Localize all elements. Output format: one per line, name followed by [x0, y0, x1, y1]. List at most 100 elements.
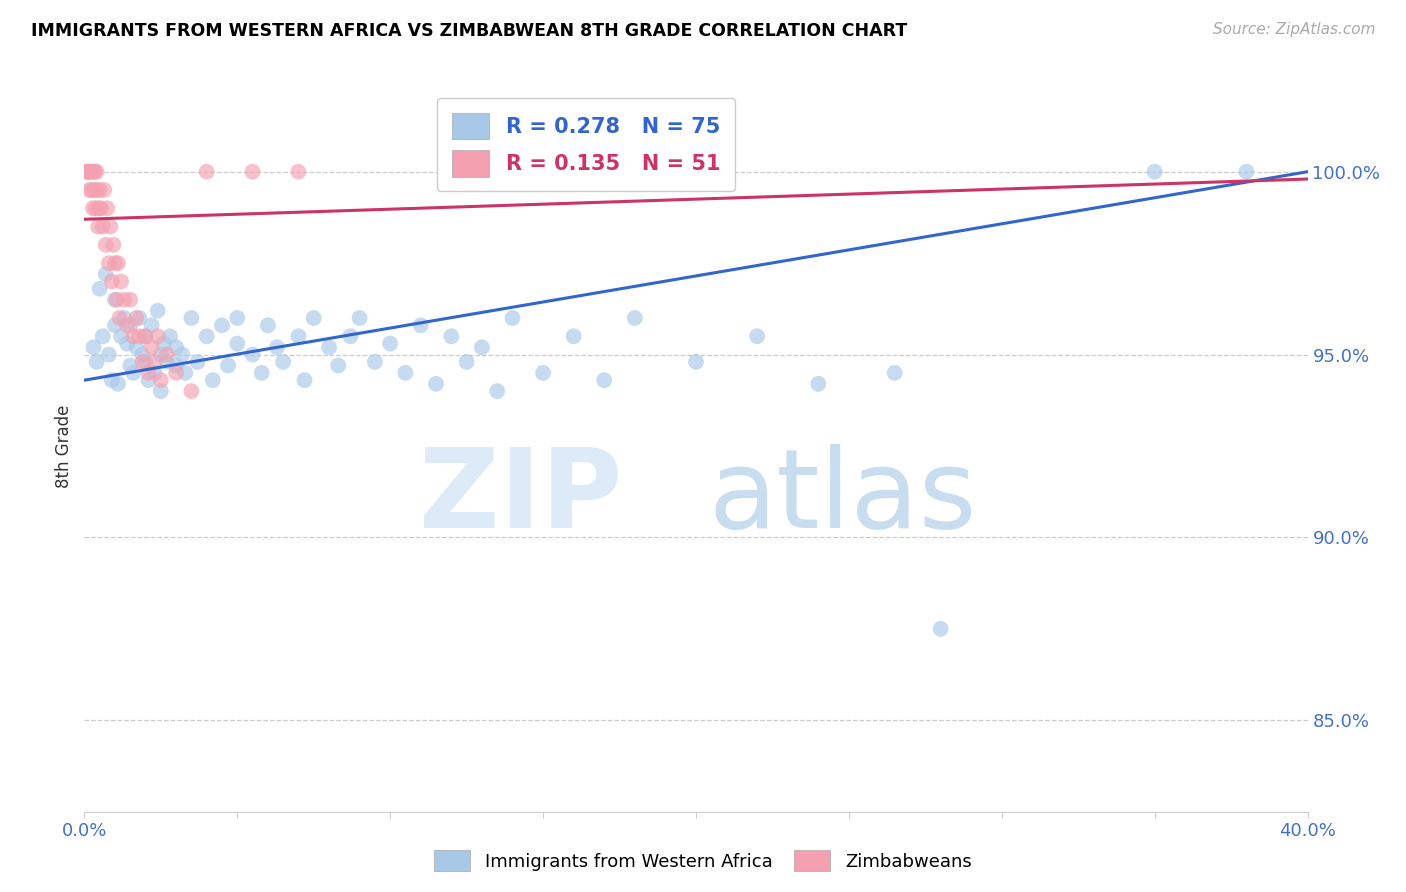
Point: [94, 267, 117, 281]
Point: [138, 366, 160, 380]
Point: [79, 164, 101, 178]
Text: Source: ZipAtlas.com: Source: ZipAtlas.com: [1212, 22, 1375, 37]
Point: [89, 282, 111, 296]
Point: [318, 340, 340, 354]
Point: [120, 318, 142, 333]
Point: [1236, 164, 1258, 178]
Point: [75, 164, 97, 178]
Point: [131, 347, 153, 361]
Point: [287, 164, 309, 178]
Point: [149, 347, 172, 361]
Point: [115, 336, 138, 351]
Point: [180, 310, 202, 325]
Point: [287, 329, 309, 343]
Point: [112, 310, 135, 325]
Text: IMMIGRANTS FROM WESTERN AFRICA VS ZIMBABWEAN 8TH GRADE CORRELATION CHART: IMMIGRANTS FROM WESTERN AFRICA VS ZIMBAB…: [31, 22, 907, 40]
Point: [86, 164, 108, 178]
Point: [226, 336, 249, 351]
Point: [125, 310, 148, 325]
Point: [486, 384, 509, 398]
Point: [105, 293, 128, 307]
Point: [294, 373, 316, 387]
Point: [122, 366, 145, 380]
Point: [195, 329, 218, 343]
Point: [531, 366, 554, 380]
Point: [141, 340, 163, 354]
Point: [456, 355, 478, 369]
Point: [107, 256, 129, 270]
Point: [112, 293, 135, 307]
Point: [97, 347, 120, 361]
Point: [131, 355, 153, 369]
Point: [128, 329, 150, 343]
Point: [146, 303, 169, 318]
Point: [135, 329, 157, 343]
Point: [217, 359, 239, 373]
Point: [394, 366, 416, 380]
Point: [80, 183, 103, 197]
Point: [195, 164, 218, 178]
Point: [180, 384, 202, 398]
Point: [138, 373, 160, 387]
Point: [104, 293, 127, 307]
Point: [153, 336, 176, 351]
Point: [103, 237, 125, 252]
Point: [141, 318, 163, 333]
Point: [211, 318, 233, 333]
Point: [104, 256, 127, 270]
Y-axis label: 8th Grade: 8th Grade: [55, 404, 73, 488]
Point: [502, 310, 524, 325]
Point: [97, 256, 120, 270]
Point: [226, 310, 249, 325]
Point: [186, 355, 208, 369]
Point: [77, 164, 100, 178]
Point: [115, 318, 138, 333]
Point: [94, 237, 117, 252]
Point: [349, 310, 371, 325]
Point: [104, 318, 127, 333]
Point: [87, 201, 110, 215]
Point: [143, 355, 166, 369]
Point: [562, 329, 585, 343]
Point: [108, 310, 131, 325]
Point: [747, 329, 769, 343]
Point: [201, 373, 224, 387]
Point: [77, 164, 100, 178]
Point: [107, 376, 129, 391]
Point: [84, 201, 107, 215]
Point: [242, 347, 264, 361]
Point: [929, 622, 952, 636]
Point: [271, 355, 294, 369]
Point: [135, 355, 157, 369]
Point: [80, 164, 103, 178]
Point: [156, 355, 179, 369]
Point: [83, 164, 105, 178]
Point: [328, 359, 350, 373]
Point: [110, 329, 132, 343]
Point: [156, 347, 179, 361]
Point: [146, 329, 169, 343]
Point: [242, 164, 264, 178]
Point: [339, 329, 361, 343]
Point: [266, 340, 288, 354]
Point: [91, 219, 114, 234]
Point: [98, 219, 121, 234]
Point: [172, 347, 194, 361]
Point: [471, 340, 494, 354]
Point: [122, 329, 145, 343]
Point: [149, 384, 172, 398]
Point: [883, 366, 905, 380]
Point: [125, 340, 148, 354]
Point: [82, 201, 104, 215]
Point: [128, 310, 150, 325]
Point: [685, 355, 707, 369]
Point: [90, 201, 112, 215]
Point: [86, 355, 108, 369]
Point: [91, 329, 114, 343]
Point: [165, 366, 187, 380]
Point: [120, 359, 142, 373]
Point: [250, 366, 273, 380]
Point: [110, 274, 132, 288]
Point: [174, 366, 197, 380]
Point: [143, 366, 166, 380]
